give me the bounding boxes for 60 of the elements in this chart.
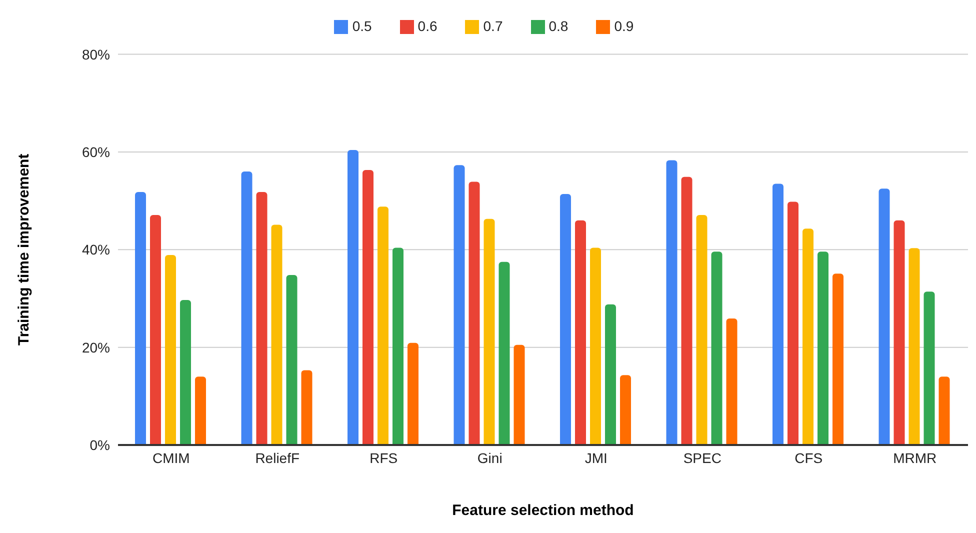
bar: [362, 170, 374, 445]
bar: [150, 214, 161, 445]
bar: [666, 160, 678, 445]
x-tick-label: RFS: [370, 450, 398, 466]
bar: [894, 220, 905, 445]
bar: [514, 344, 525, 445]
y-tick-label: 20%: [82, 339, 110, 356]
bar: [726, 318, 738, 445]
bar: [241, 172, 252, 445]
bar: [560, 194, 571, 445]
y-tick-label: 80%: [82, 46, 110, 62]
bar: [180, 300, 191, 445]
bar: [271, 224, 282, 445]
x-tick-label: MRMR: [893, 450, 937, 466]
legend-label: 0.6: [418, 18, 438, 34]
legend-label: 0.5: [352, 18, 372, 34]
x-tick-label: CFS: [794, 450, 823, 466]
bar: [878, 188, 890, 445]
bar: [301, 370, 312, 445]
bar: [575, 220, 586, 445]
y-tick-label: 40%: [82, 242, 110, 258]
x-tick-label: CMIM: [152, 450, 190, 466]
bar: [818, 252, 828, 445]
bar: [135, 192, 146, 445]
x-tick-label: SPEC: [683, 450, 722, 466]
bar: [696, 214, 708, 445]
bar: [924, 292, 935, 445]
bar: [605, 304, 616, 445]
bar: [392, 248, 404, 445]
y-tick-label: 0%: [90, 436, 110, 453]
bar: [620, 375, 631, 445]
bar: [286, 275, 298, 445]
legend-label: 0.7: [483, 18, 503, 34]
bar: [711, 252, 722, 445]
x-tick-label: JMI: [584, 450, 608, 466]
bar: [484, 218, 495, 445]
bar: [378, 206, 388, 445]
bar: [165, 255, 176, 445]
legend-label: 0.9: [614, 18, 634, 34]
bar: [590, 248, 601, 445]
bar: [681, 176, 692, 445]
bar: [908, 248, 920, 445]
x-tick-label: Gini: [477, 450, 502, 466]
y-tick-label: 60%: [82, 144, 110, 160]
bar: [348, 150, 358, 445]
bar: [408, 342, 418, 445]
bar: [772, 184, 784, 445]
bar: [832, 274, 844, 445]
x-tick-label: ReliefF: [255, 450, 300, 466]
legend-label: 0.8: [548, 18, 568, 34]
bar: [788, 202, 798, 445]
bar: [802, 228, 814, 445]
bar: [454, 165, 465, 445]
bar: [498, 262, 510, 445]
bar: [256, 192, 268, 445]
bar: [468, 182, 480, 445]
x-axis-title: Feature selection method: [452, 502, 634, 519]
bar: [195, 376, 206, 445]
y-axis-title: Training time improvement: [15, 154, 32, 346]
bar: [938, 376, 950, 445]
